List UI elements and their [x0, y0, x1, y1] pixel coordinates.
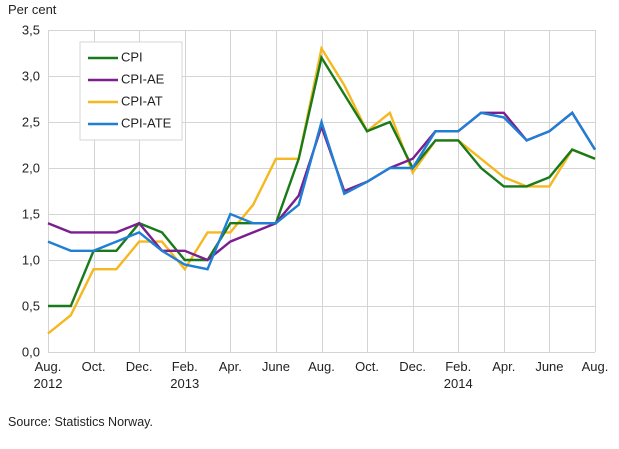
x-axis-tick-label: Aug. — [35, 359, 62, 374]
x-axis-year-label: 2012 — [34, 376, 63, 391]
x-axis-year-label: 2014 — [444, 376, 473, 391]
x-axis-tick-label: Feb. — [445, 359, 471, 374]
legend-label-cpi-at: CPI-AT — [121, 93, 163, 108]
source-note: Source: Statistics Norway. — [8, 415, 153, 429]
legend-label-cpi-ate: CPI-ATE — [121, 115, 172, 130]
y-axis-tick-label: 2,0 — [22, 161, 40, 176]
x-axis-tick-label: Oct. — [355, 359, 379, 374]
x-axis-tick-label: Aug. — [308, 359, 335, 374]
y-axis-tick-labels: 0,0 0,5 1,0 1,5 2,0 2,5 3,0 3,5 — [22, 23, 40, 360]
x-axis-tick-label: Feb. — [172, 359, 198, 374]
x-axis-tick-label: Oct. — [82, 359, 106, 374]
x-axis-tick-label: Apr. — [219, 359, 242, 374]
y-axis-tick-label: 3,0 — [22, 69, 40, 84]
y-axis-tick-label: 2,5 — [22, 115, 40, 130]
series-line-cpi-ae — [47, 111, 597, 262]
x-axis-tick-label: Aug. — [582, 359, 609, 374]
x-axis-tick-label: Apr. — [492, 359, 515, 374]
series-line-cpi-ate — [47, 111, 597, 271]
x-axis-tick-labels: Aug. 2012 Oct. Dec. Feb. 2013 Apr. June Aug. Oct.… — [34, 359, 609, 391]
legend-label-cpi-ae: CPI-AE — [121, 71, 165, 86]
y-axis-tick-label: 3,5 — [22, 23, 40, 38]
x-axis-tick-label: June — [535, 359, 563, 374]
legend-label-cpi: CPI — [121, 49, 143, 64]
y-axis-tick-label: 1,0 — [22, 253, 40, 268]
y-axis-tick-label: 1,5 — [22, 207, 40, 222]
y-axis-tick-label: 0,5 — [22, 299, 40, 314]
y-axis-tick-label: 0,0 — [22, 345, 40, 360]
y-axis-title: Per cent — [8, 2, 57, 17]
chart-legend: CPI CPI-AE CPI-AT CPI-ATE — [79, 41, 183, 141]
series-line-cpi-at — [47, 45, 596, 335]
x-axis-tick-label: Dec. — [126, 359, 153, 374]
x-axis-tick-label: June — [262, 359, 290, 374]
x-axis-year-label: 2013 — [170, 376, 199, 391]
x-axis-tick-label: Dec. — [399, 359, 426, 374]
data-series-group — [47, 45, 597, 335]
